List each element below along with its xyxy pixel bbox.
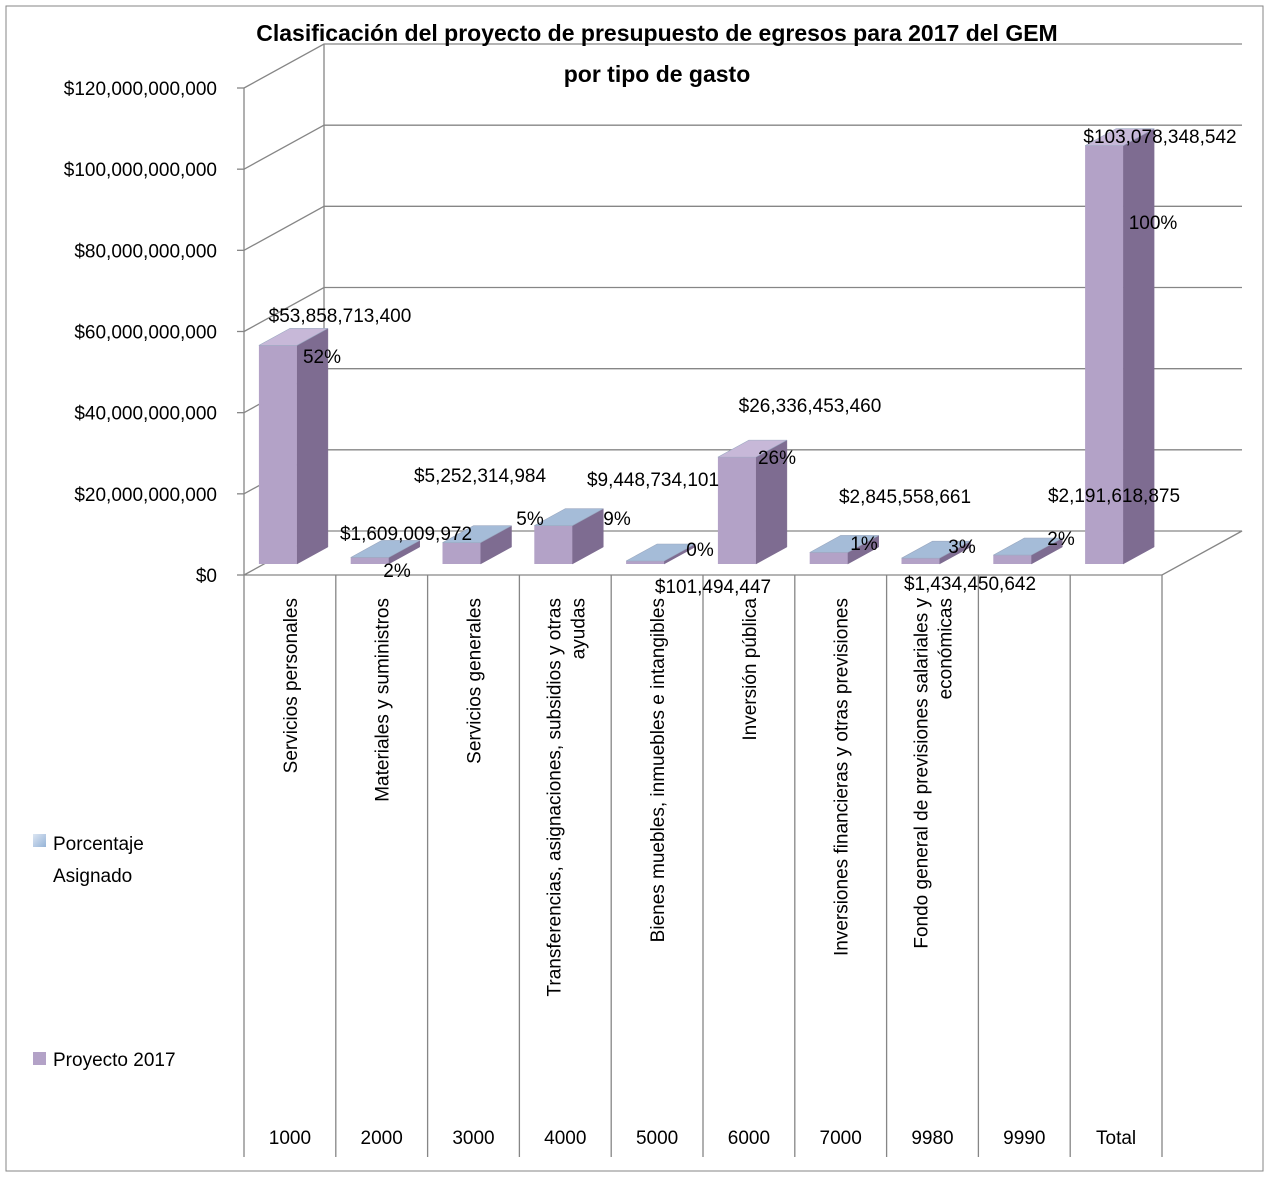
bar-front [350, 557, 389, 564]
bar-group [258, 328, 329, 565]
bar-group [993, 537, 1063, 565]
chart-title-line-1: Clasificación del proyecto de presupuest… [256, 20, 1057, 46]
y-tick-label: $100,000,000,000 [64, 160, 217, 181]
category-code: 9980 [911, 1128, 953, 1149]
legend-item-porcentaje: Porcentaje Asignado [33, 834, 144, 887]
bar-front [901, 558, 940, 564]
category-code: 2000 [361, 1128, 403, 1149]
bar-front [626, 561, 665, 564]
bar-top [258, 328, 329, 346]
legend-item-proyecto: Proyecto 2017 [33, 1050, 176, 1071]
data-labels: $53,858,713,400 $1,609,009,972 $5,252,314,… [269, 127, 1237, 598]
category-code: 5000 [636, 1128, 678, 1149]
bar-group [1084, 128, 1155, 565]
value-label: $101,494,447 [655, 577, 771, 598]
percent-label: 3% [948, 537, 976, 558]
category-code: 3000 [452, 1128, 494, 1149]
value-label: $2,191,618,875 [1048, 486, 1180, 507]
y-tick-label: $120,000,000,000 [64, 79, 217, 100]
y-tick-label: $0 [196, 566, 217, 587]
bar-group [901, 540, 971, 565]
bar-front [258, 345, 297, 564]
gridline [243, 124, 1242, 170]
percent-label: 2% [383, 561, 411, 582]
category-label: económicas [936, 598, 957, 699]
percent-label: 2% [1047, 529, 1075, 550]
category-label: Inversión pública [740, 598, 761, 741]
legend-label: Asignado [53, 866, 132, 887]
bar-top [1084, 128, 1155, 146]
category-code: 1000 [269, 1128, 311, 1149]
bar-top [901, 540, 971, 559]
bar-top [442, 525, 512, 543]
bar-top [350, 540, 420, 558]
percent-label: 9% [603, 509, 631, 530]
percent-label: 5% [516, 509, 544, 530]
bars [258, 128, 1155, 565]
legend-label: Porcentaje [53, 834, 144, 855]
legend-swatch [33, 834, 46, 847]
bar-front [442, 542, 481, 564]
category-label: Servicios personales [281, 598, 302, 773]
legend-swatch [33, 1052, 46, 1065]
category-label: Fondo general de previsiones salariales … [912, 598, 933, 949]
bar-group [809, 535, 879, 565]
category-code: 4000 [544, 1128, 586, 1149]
legend: Porcentaje Asignado Proyecto 2017 [33, 834, 176, 1071]
y-tick-label: $60,000,000,000 [74, 323, 217, 344]
bar-top [625, 543, 696, 562]
bar-top [534, 508, 604, 526]
bar-top [993, 537, 1063, 556]
bar-group [442, 525, 512, 565]
value-label: $26,336,453,460 [739, 396, 882, 417]
value-label: $1,609,009,972 [340, 524, 472, 545]
percent-label: 0% [686, 540, 714, 561]
category-label: Servicios generales [465, 598, 486, 764]
bar-front [809, 552, 848, 564]
bar-front [534, 525, 573, 564]
gridline [243, 205, 1242, 251]
category-table: 1000 Servicios personales 2000 Materiales y… [243, 575, 1163, 1157]
bar-group [625, 543, 696, 565]
y-axis-ticks: $0 $20,000,000,000 $40,000,000,000 $60,000,… [64, 79, 244, 587]
bar-top [717, 439, 788, 458]
category-code: 6000 [728, 1128, 770, 1149]
bar-front [993, 555, 1032, 564]
bar-group [717, 439, 788, 565]
bar-front [1085, 145, 1124, 564]
value-label: $9,448,734,101 [587, 470, 719, 491]
category-label: Inversiones financieras y otras previsio… [832, 598, 853, 956]
legend-label: Proyecto 2017 [53, 1050, 176, 1071]
category-code: Total [1096, 1128, 1136, 1149]
percent-label: 26% [758, 448, 796, 469]
percent-label: 100% [1129, 213, 1178, 234]
category-label: Materiales y suministros [373, 598, 394, 802]
value-label: $1,434,450,642 [904, 574, 1036, 595]
category-label: ayudas [568, 598, 589, 659]
gridline [243, 286, 1242, 333]
bar-group [534, 508, 604, 565]
category-label: Transferencias, asignaciones, subsidios … [544, 598, 565, 997]
category-code: 7000 [820, 1128, 862, 1149]
bar-front [717, 457, 756, 564]
percent-label: 52% [303, 347, 341, 368]
bar-group [350, 540, 420, 565]
category-code: 9990 [1003, 1128, 1045, 1149]
chart-title-line-2: por tipo de gasto [564, 61, 751, 87]
value-label: $103,078,348,542 [1083, 127, 1236, 148]
category-label: Bienes muebles, inmuebles e intangibles [648, 598, 669, 942]
bar-top [809, 535, 879, 553]
y-tick-label: $40,000,000,000 [74, 404, 217, 425]
value-label: $2,845,558,661 [839, 487, 971, 508]
value-label: $53,858,713,400 [269, 306, 412, 327]
percent-label: 1% [850, 534, 878, 555]
y-tick-label: $20,000,000,000 [74, 485, 217, 506]
gridline [243, 43, 1242, 89]
y-tick-label: $80,000,000,000 [74, 241, 217, 262]
chart-border [5, 5, 1264, 1172]
value-label: $5,252,314,984 [414, 466, 547, 487]
